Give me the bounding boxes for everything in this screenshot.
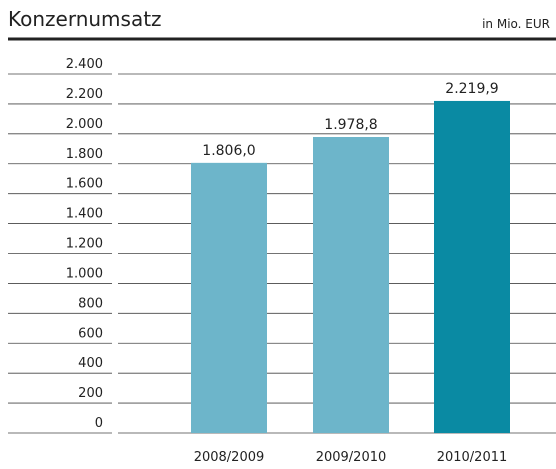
y-tick-label: 1.400	[66, 207, 103, 222]
chart-title: Konzernumsatz	[8, 7, 162, 31]
x-tick-label: 2010/2011	[437, 450, 508, 465]
value-label: 2.219,9	[445, 81, 498, 97]
y-tick-label: 1.000	[66, 266, 103, 281]
y-tick-label: 2.000	[66, 117, 103, 132]
y-tick-label: 1.600	[66, 177, 103, 192]
value-label: 1.806,0	[202, 143, 255, 159]
y-tick-label: 2.200	[66, 87, 103, 102]
y-tick-label: 200	[78, 386, 103, 401]
y-tick-label: 800	[78, 296, 103, 311]
y-tick-label: 0	[95, 416, 103, 431]
y-tick-label: 2.400	[66, 57, 103, 72]
y-tick-label: 1.800	[66, 147, 103, 162]
bar	[191, 162, 267, 434]
value-label: 1.978,8	[324, 117, 377, 133]
y-tick-label: 400	[78, 356, 103, 371]
y-tick-label: 600	[78, 326, 103, 341]
x-tick-label: 2008/2009	[194, 450, 265, 465]
chart-subtitle: in Mio. EUR	[482, 17, 550, 31]
bar	[434, 100, 510, 434]
bar	[313, 137, 389, 433]
y-tick-label: 1.200	[66, 237, 103, 252]
x-tick-label: 2009/2010	[316, 450, 387, 465]
